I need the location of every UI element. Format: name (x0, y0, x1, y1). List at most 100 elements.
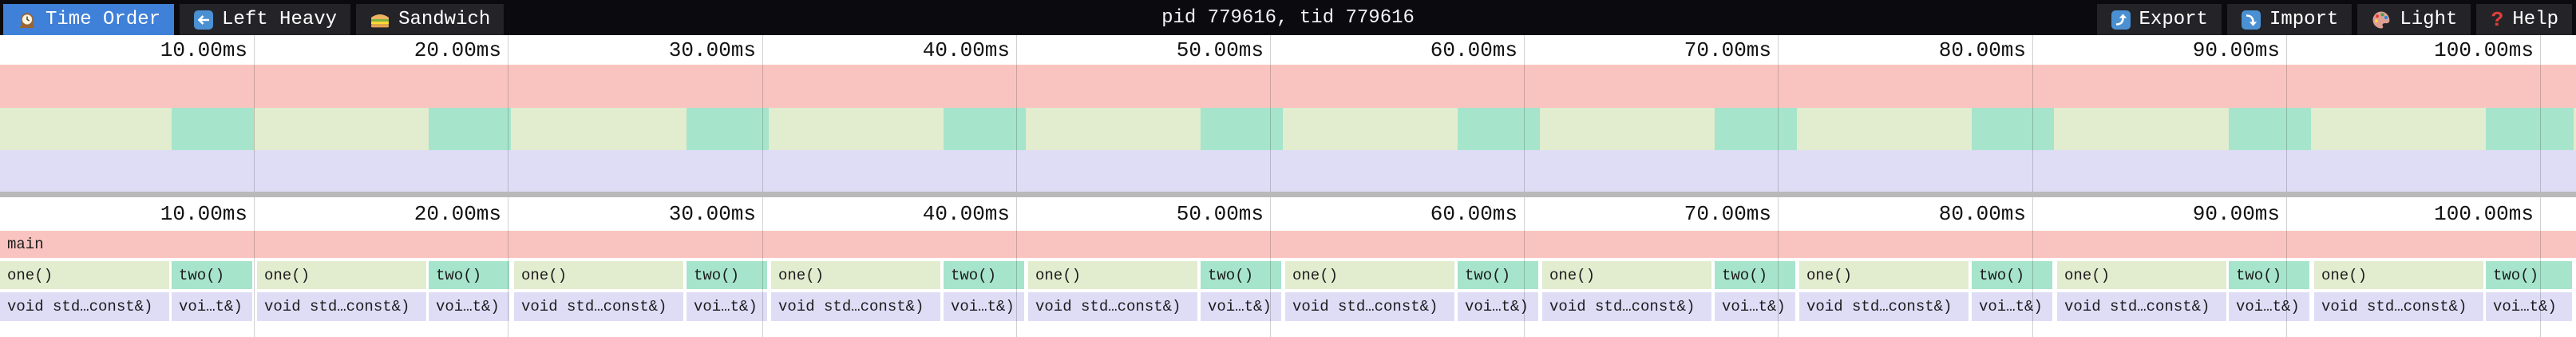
import-button[interactable]: Import (2226, 4, 2352, 35)
frame-void-call[interactable]: void std…const&) (0, 292, 169, 321)
flamechart-row-depth1: one() two() one() two() one() two() one() two()… (0, 261, 2576, 289)
frame-void-call[interactable]: void std…const&) (514, 292, 683, 321)
frame-void-call[interactable]: void std…const&) (2314, 292, 2483, 321)
frame-void-call[interactable]: voi…t&) (2229, 292, 2309, 321)
frame-one[interactable]: one() (2057, 261, 2226, 289)
frame-void-call[interactable]: voi…t&) (1972, 292, 2052, 321)
time-tick-label: 70.00ms (1684, 38, 1771, 62)
flamechart: 10.00ms 20.00ms 30.00ms 40.00ms 50.00ms 60.00… (0, 197, 2576, 337)
frame-two[interactable]: two() (1715, 261, 1795, 289)
export-icon (2111, 10, 2131, 30)
minimap-two-segment (1715, 108, 1797, 150)
tab-time-order[interactable]: Time Order (3, 4, 175, 35)
minimap-two-segment (1458, 108, 1540, 150)
minimap-two-segment (687, 108, 769, 150)
toolbar-actions: Export Import Light ? Help (2091, 4, 2572, 35)
time-tick-label: 50.00ms (1176, 38, 1264, 62)
frame-two[interactable]: two() (172, 261, 252, 289)
tab-label: Sandwich (398, 9, 491, 30)
tab-label: Time Order (46, 9, 161, 30)
time-tick-label: 90.00ms (2192, 38, 2280, 62)
minimap[interactable]: 10.00ms 20.00ms 30.00ms 40.00ms 50.00ms 60.00… (0, 35, 2576, 192)
frame-main[interactable]: main (0, 231, 2576, 258)
frame-one[interactable]: one() (0, 261, 169, 289)
toolbar: Time Order Left Heavy Sandwich pid 77961… (0, 0, 2576, 35)
frame-one[interactable]: one() (1028, 261, 1197, 289)
tab-sandwich[interactable]: Sandwich (356, 4, 505, 35)
time-tick-label: 60.00ms (1430, 38, 1518, 62)
button-label: Export (2139, 9, 2208, 30)
time-tick-label: 10.00ms (160, 38, 247, 62)
frame-two[interactable]: two() (1458, 261, 1538, 289)
minimap-two-segment (1201, 108, 1283, 150)
button-label: Light (2400, 9, 2458, 30)
palette-icon (2371, 10, 2392, 30)
frame-void-call[interactable]: voi…t&) (2486, 292, 2572, 321)
frame-two[interactable]: two() (2229, 261, 2309, 289)
minimap-band-depth1 (0, 108, 2576, 150)
frame-void-call[interactable]: void std…const&) (1028, 292, 1197, 321)
frame-void-call[interactable]: voi…t&) (1458, 292, 1538, 321)
time-tick-label: 10.00ms (160, 202, 247, 226)
frame-one[interactable]: one() (514, 261, 683, 289)
time-tick-label: 70.00ms (1684, 202, 1771, 226)
frame-one[interactable]: one() (1285, 261, 1454, 289)
frame-one[interactable]: one() (771, 261, 940, 289)
frame-void-call[interactable]: voi…t&) (1715, 292, 1795, 321)
time-tick-label: 80.00ms (1938, 202, 2026, 226)
question-icon: ? (2491, 7, 2504, 32)
minimap-two-segment (2229, 108, 2311, 150)
time-tick-label: 90.00ms (2192, 202, 2280, 226)
frame-void-call[interactable]: void std…const&) (1285, 292, 1454, 321)
frame-void-call[interactable]: voi…t&) (944, 292, 1024, 321)
clock-icon (17, 10, 38, 30)
frame-one[interactable]: one() (257, 261, 426, 289)
frame-two[interactable]: two() (687, 261, 767, 289)
minimap-two-segment (1972, 108, 2054, 150)
frame-void-call[interactable]: voi…t&) (429, 292, 509, 321)
time-tick-label: 40.00ms (922, 202, 1010, 226)
frame-void-call[interactable]: void std…const&) (1799, 292, 1969, 321)
left-arrow-icon (193, 10, 214, 30)
time-ruler: 10.00ms 20.00ms 30.00ms 40.00ms 50.00ms 60.00… (0, 197, 2576, 231)
minimap-time-ruler: 10.00ms 20.00ms 30.00ms 40.00ms 50.00ms 60.00… (0, 35, 2576, 65)
frame-two[interactable]: two() (429, 261, 509, 289)
tab-label: Left Heavy (222, 9, 338, 30)
frame-void-call[interactable]: voi…t&) (1201, 292, 1281, 321)
time-tick-label: 30.00ms (668, 38, 756, 62)
import-icon (2241, 10, 2261, 30)
time-tick-label: 60.00ms (1430, 202, 1518, 226)
light-theme-button[interactable]: Light (2357, 4, 2471, 35)
time-tick-label: 100.00ms (2434, 202, 2534, 226)
flamechart-row-depth0: main (0, 231, 2576, 258)
frame-void-call[interactable]: void std…const&) (771, 292, 940, 321)
frame-void-call[interactable]: void std…const&) (257, 292, 426, 321)
minimap-band-depth2 (0, 150, 2576, 192)
minimap-two-segment (429, 108, 511, 150)
frame-two[interactable]: two() (944, 261, 1024, 289)
time-tick-label: 20.00ms (414, 202, 501, 226)
button-label: Help (2512, 9, 2558, 30)
time-tick-label: 50.00ms (1176, 202, 1264, 226)
minimap-two-segment (944, 108, 1026, 150)
tab-left-heavy[interactable]: Left Heavy (180, 4, 351, 35)
frame-two[interactable]: two() (2486, 261, 2572, 289)
frame-void-call[interactable]: void std…const&) (1542, 292, 1711, 321)
time-tick-label: 80.00ms (1938, 38, 2026, 62)
time-tick-label: 30.00ms (668, 202, 756, 226)
minimap-two-segment (2486, 108, 2574, 150)
frame-two[interactable]: two() (1972, 261, 2052, 289)
export-button[interactable]: Export (2096, 4, 2222, 35)
frame-one[interactable]: one() (2314, 261, 2483, 289)
frame-one[interactable]: one() (1799, 261, 1969, 289)
button-label: Import (2269, 9, 2339, 30)
frame-void-call[interactable]: voi…t&) (172, 292, 252, 321)
time-tick-label: 100.00ms (2434, 38, 2534, 62)
frame-one[interactable]: one() (1542, 261, 1711, 289)
frame-void-call[interactable]: void std…const&) (2057, 292, 2226, 321)
help-button[interactable]: ? Help (2476, 4, 2572, 35)
frame-void-call[interactable]: voi…t&) (687, 292, 767, 321)
flamechart-row-depth2: void std…const&) voi…t&) void std…const&) v… (0, 292, 2576, 321)
minimap-two-segment (172, 108, 254, 150)
frame-two[interactable]: two() (1201, 261, 1281, 289)
